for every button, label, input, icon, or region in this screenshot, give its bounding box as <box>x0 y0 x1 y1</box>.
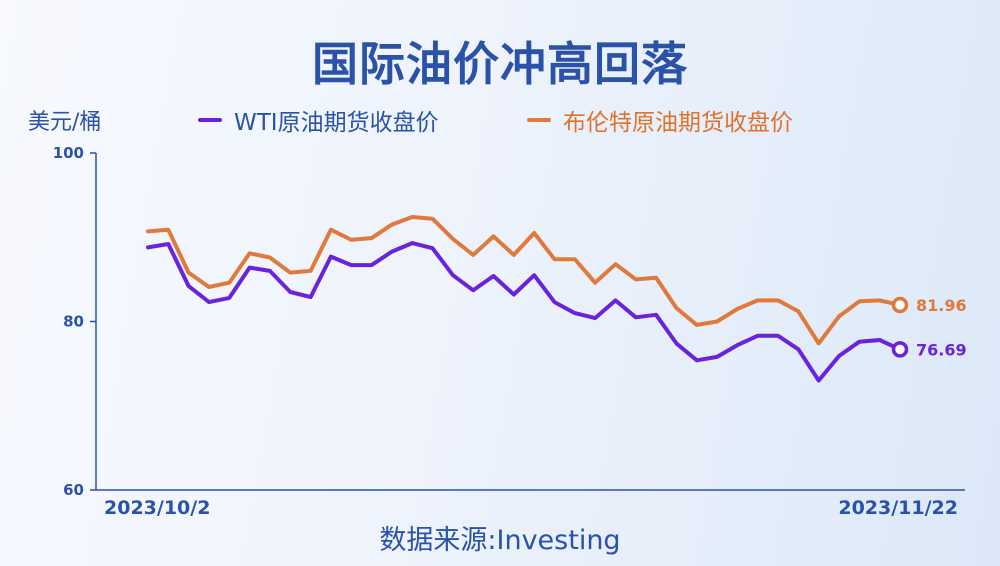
data-source: 数据来源:Investing <box>379 525 621 556</box>
legend-swatch-brent <box>527 118 551 122</box>
y-tick-label: 100 <box>53 144 84 162</box>
end-point-marker-wti <box>891 341 909 358</box>
end-point-marker-brent <box>891 296 909 314</box>
y-tick-label: 80 <box>63 313 84 331</box>
y-axis-unit-label: 美元/桶 <box>28 110 102 135</box>
legend-item-brent: 布伦特原油期货收盘价 <box>527 103 793 137</box>
series-line-brent <box>146 215 902 346</box>
chart-title: 国际油价冲高回落 <box>312 37 688 91</box>
x-tick-label-end: 2023/11/22 <box>838 497 958 519</box>
legend-swatch-wti <box>198 118 222 122</box>
series-layer: 76.69 81.96 <box>146 215 967 383</box>
legend-item-wti: WTI原油期货收盘价 <box>198 103 439 137</box>
legend-label-brent: 布伦特原油期货收盘价 <box>563 110 793 136</box>
y-axis-ticks: 100 80 60 <box>53 144 96 499</box>
end-value-label-wti: 76.69 <box>916 340 967 359</box>
series-line-wti <box>146 241 902 383</box>
x-tick-label-start: 2023/10/2 <box>104 497 211 519</box>
legend-label-wti: WTI原油期货收盘价 <box>234 110 439 136</box>
end-value-label-brent: 81.96 <box>916 296 967 315</box>
y-tick-label: 60 <box>63 481 84 499</box>
